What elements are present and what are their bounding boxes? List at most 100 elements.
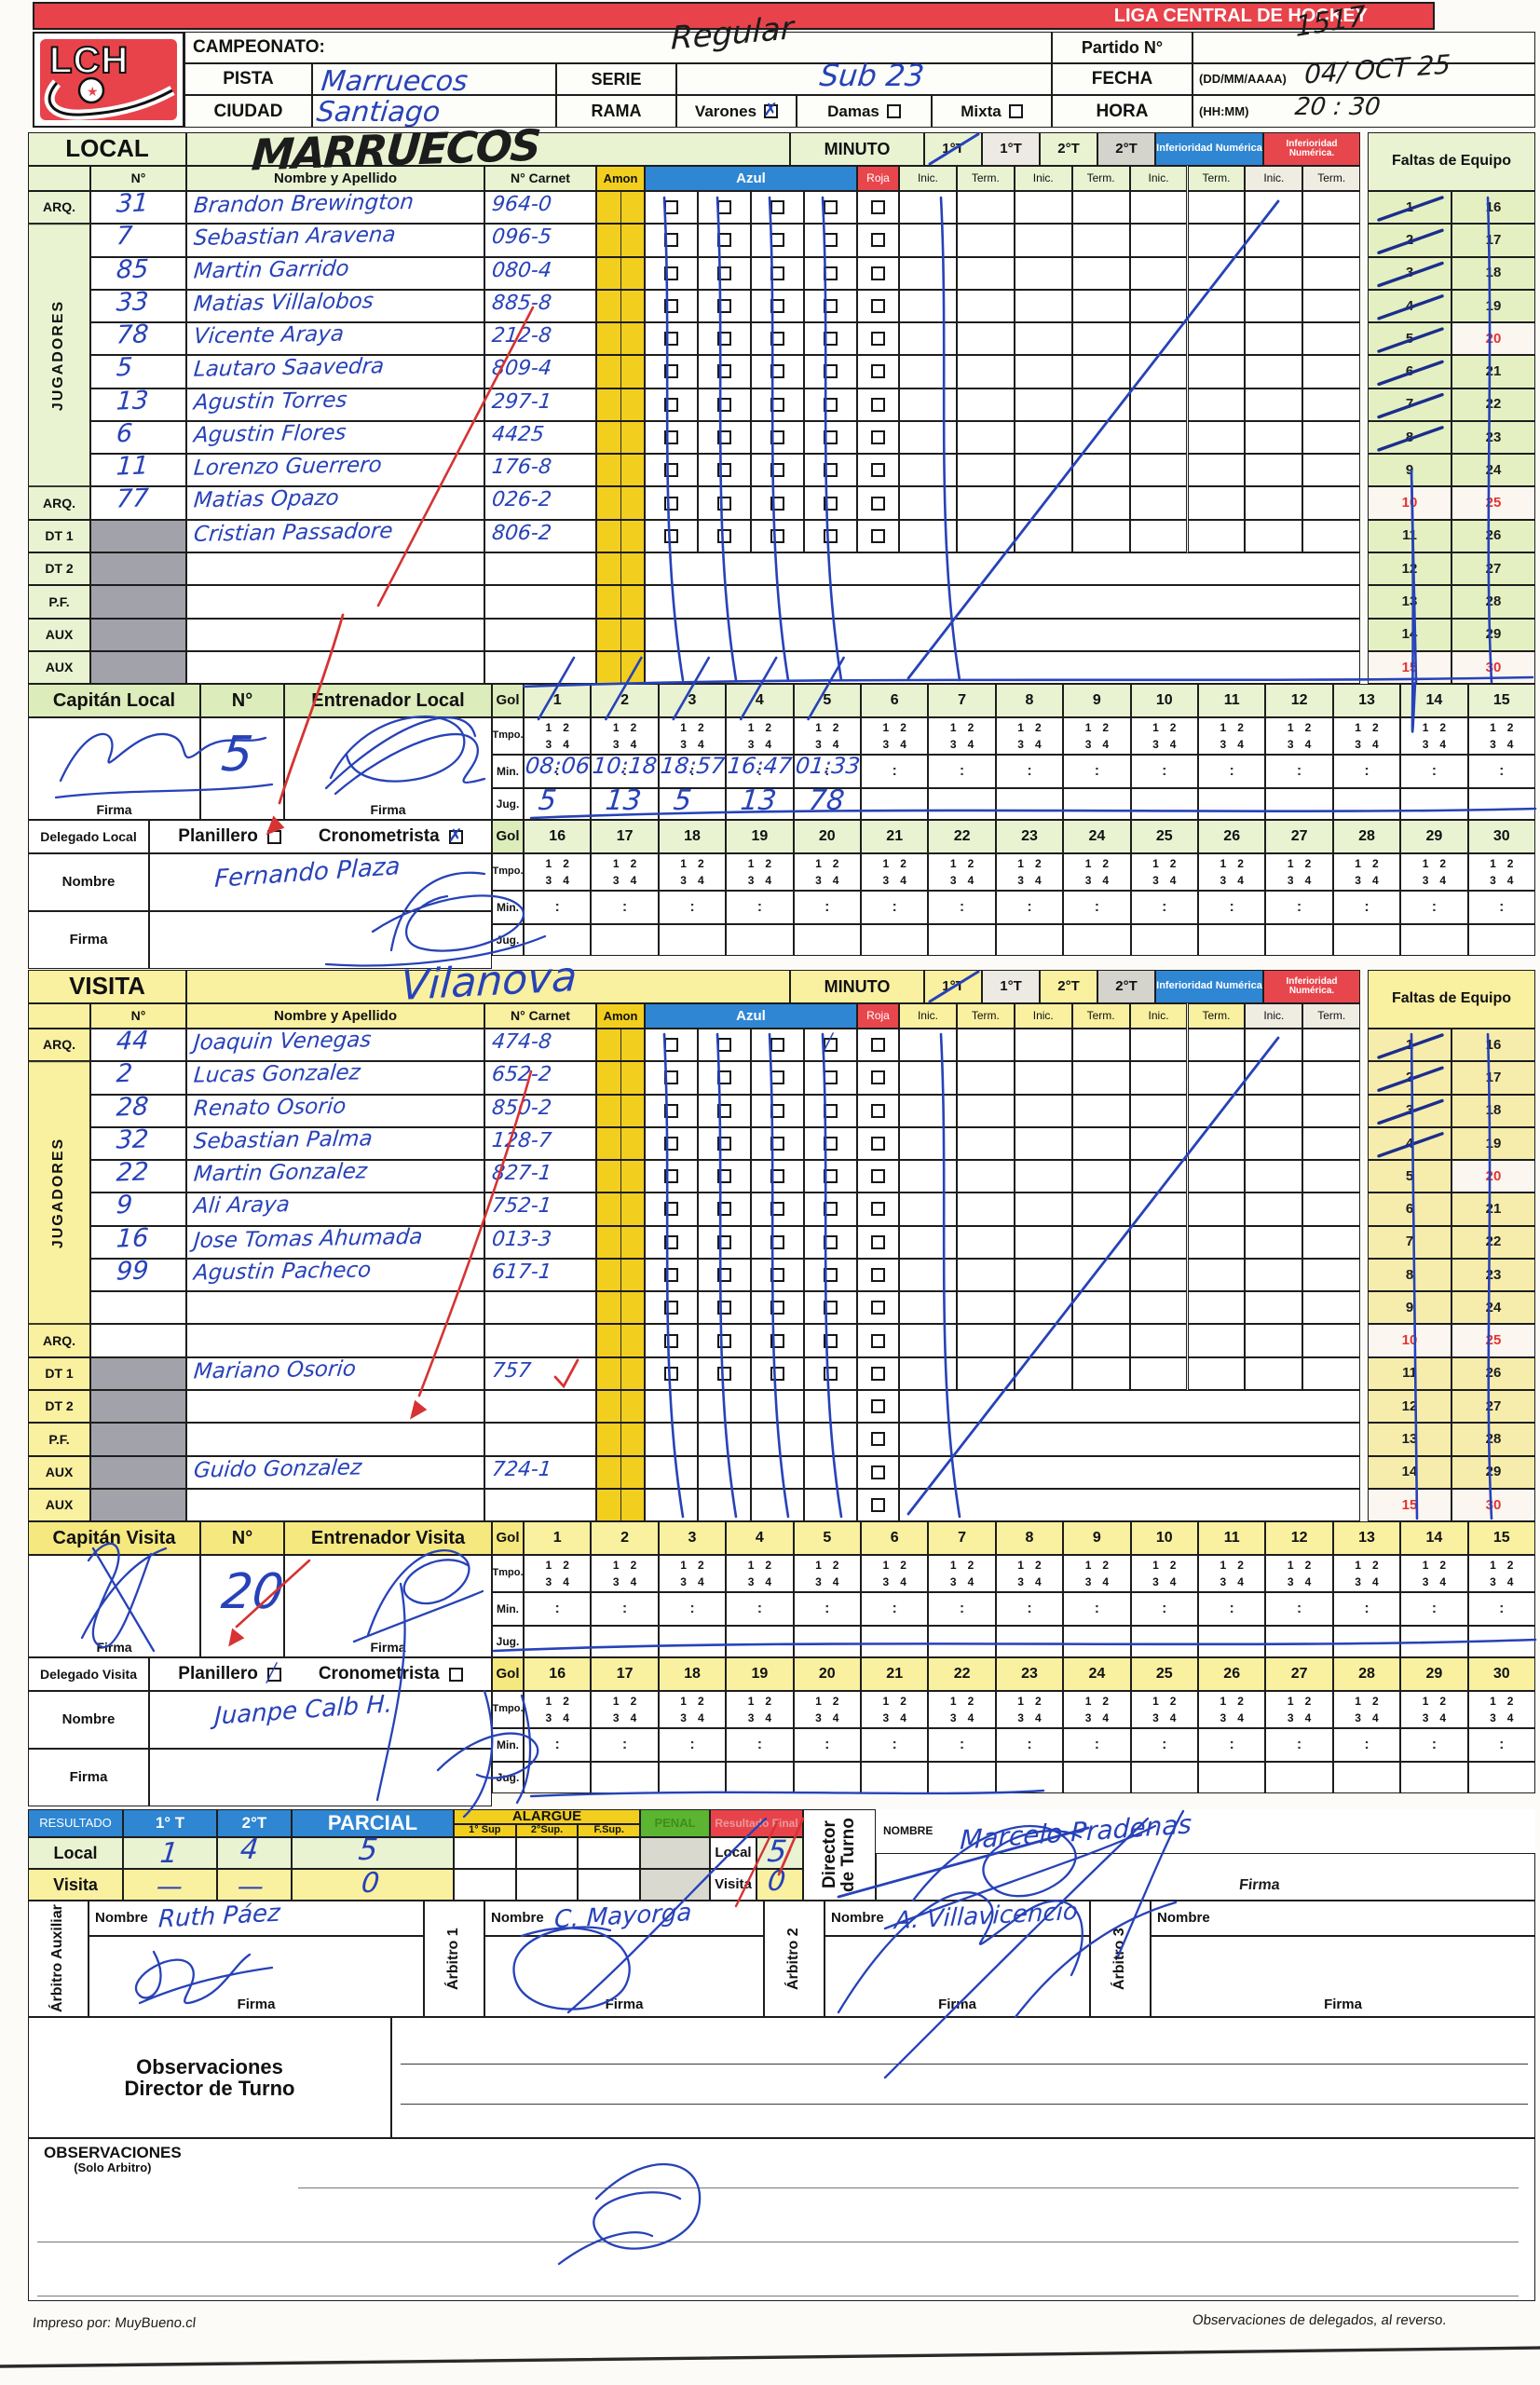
visita-min-label-2: Min. bbox=[492, 1728, 524, 1762]
local-falta-12: 12 bbox=[1368, 552, 1451, 586]
local-azul-check-cell bbox=[751, 256, 804, 290]
visita-name-cell bbox=[186, 1455, 484, 1489]
local-term-header-5: Term. bbox=[1187, 166, 1246, 191]
visita-nombre-header: Nombre y Apellido bbox=[186, 1003, 484, 1029]
visita-name-cell bbox=[186, 1488, 484, 1522]
planillero-label: Planillero bbox=[178, 1664, 258, 1684]
visita-min-label-1: Min. bbox=[492, 1592, 524, 1626]
visita-min-cell-1-9: : bbox=[1130, 1592, 1198, 1626]
local-falta-19: 19 bbox=[1451, 289, 1535, 323]
local-inferioridad-cell bbox=[1071, 256, 1130, 290]
checkbox bbox=[871, 1268, 885, 1282]
scan-edge-line bbox=[0, 2346, 1540, 2368]
visita-num-cell bbox=[90, 1094, 186, 1127]
local-inferioridad-red-label: Inferioridad Numérica. bbox=[1263, 132, 1360, 166]
local-azul-check-cell bbox=[645, 191, 698, 225]
local-azul-check-cell bbox=[751, 322, 804, 356]
local-gol-num-1-13: 14 bbox=[1400, 684, 1468, 717]
local-jug-cell-1-14 bbox=[1467, 788, 1535, 820]
visita-min-cell-1-3: : bbox=[726, 1592, 794, 1626]
local-num-cell bbox=[90, 454, 186, 487]
visita-side-label: VISITA bbox=[28, 970, 186, 1003]
local-falta-4: 4 bbox=[1368, 289, 1451, 323]
checkbox bbox=[871, 1038, 885, 1053]
visita-roja-check-cell bbox=[857, 1029, 899, 1062]
visita-num-cell bbox=[90, 1488, 186, 1522]
visita-period-0: 1°T bbox=[924, 970, 982, 1003]
visita-gol-num-1-3: 4 bbox=[726, 1521, 794, 1555]
checkbox bbox=[824, 298, 838, 313]
footer-left: Impreso por: MuyBueno.cl bbox=[32, 2315, 197, 2331]
local-min-cell-2-2: : bbox=[658, 891, 727, 924]
visita-carnet-header: N° Carnet bbox=[484, 1003, 596, 1029]
checkbox bbox=[824, 1202, 838, 1217]
obs-arbitro-area: OBSERVACIONES (Solo Arbitro) bbox=[28, 2138, 1535, 2301]
local-inferioridad-cell bbox=[956, 191, 1015, 225]
fecha-value-cell: (DD/MM/AAAA) bbox=[1192, 63, 1535, 95]
local-falta-3: 3 bbox=[1368, 256, 1451, 290]
visita-min-cell-2-7: : bbox=[995, 1728, 1064, 1762]
checkbox bbox=[770, 1070, 784, 1085]
visita-azul-check-cell bbox=[751, 1029, 804, 1062]
checkbox bbox=[717, 1333, 731, 1348]
local-inferioridad-cell bbox=[1187, 420, 1246, 455]
local-falta-7: 7 bbox=[1368, 388, 1451, 421]
local-jug-cell-2-7 bbox=[995, 924, 1064, 956]
local-min-cell-1-12: : bbox=[1332, 755, 1401, 788]
cronometrista-label: Cronometrista bbox=[318, 826, 440, 847]
visita-azul-check-cell bbox=[698, 1192, 751, 1226]
visita-falta-3: 3 bbox=[1368, 1094, 1451, 1127]
checkbox bbox=[824, 364, 838, 379]
local-minuto-label: MINUTO bbox=[790, 132, 924, 166]
local-min-cell-1-8: : bbox=[1063, 755, 1131, 788]
visita-falta-27: 27 bbox=[1451, 1389, 1535, 1424]
visita-azul-check-cell bbox=[804, 1192, 857, 1226]
visita-gol-num-1-2: 3 bbox=[658, 1521, 727, 1555]
visita-inferioridad-cell bbox=[1302, 1061, 1361, 1095]
checkbox bbox=[664, 1268, 678, 1282]
local-inferioridad-cell bbox=[899, 388, 957, 421]
visita-azul-check-cell bbox=[698, 1488, 751, 1522]
local-period-2: 2°T bbox=[1040, 132, 1097, 166]
local-carnet-cell bbox=[484, 650, 596, 685]
visita-falta-9: 9 bbox=[1368, 1291, 1451, 1325]
visita-num-cell bbox=[90, 1423, 186, 1456]
local-azul-check-cell bbox=[751, 224, 804, 257]
visita-azul-check-cell bbox=[698, 1291, 751, 1325]
visita-min-cell-2-6: : bbox=[928, 1728, 996, 1762]
local-term-header-1: Term. bbox=[956, 166, 1015, 191]
visita-gol-num-2-8: 24 bbox=[1063, 1657, 1131, 1691]
resultado-visita-label: Visita bbox=[28, 1869, 123, 1901]
visita-inferioridad-cell bbox=[1129, 1225, 1188, 1259]
local-amon-cell bbox=[596, 191, 645, 225]
checkbox bbox=[871, 1399, 885, 1414]
local-falta-26: 26 bbox=[1451, 519, 1535, 552]
visita-blank-cell bbox=[899, 1488, 1361, 1522]
local-min-label-2: Min. bbox=[492, 891, 524, 924]
local-name-cell bbox=[186, 420, 484, 455]
visita-min-cell-2-13: : bbox=[1400, 1728, 1468, 1762]
local-jug-cell-1-8 bbox=[1063, 788, 1131, 820]
visita-inferioridad-cell bbox=[1129, 1324, 1188, 1357]
local-inferioridad-cell bbox=[1245, 355, 1303, 388]
checkbox bbox=[871, 1202, 885, 1217]
visita-gol-num-2-5: 21 bbox=[861, 1657, 929, 1691]
local-falta-6: 6 bbox=[1368, 355, 1451, 388]
checkbox bbox=[871, 1497, 885, 1512]
local-tmpo-label-2: Tmpo. bbox=[492, 853, 524, 891]
visita-min-cell-2-11: : bbox=[1265, 1728, 1333, 1762]
local-num-header: N° bbox=[90, 166, 186, 191]
local-azul-check-cell bbox=[645, 420, 698, 455]
local-azul-check-cell bbox=[751, 388, 804, 421]
visita-azul-check-cell bbox=[698, 1423, 751, 1456]
visita-name-cell bbox=[186, 1258, 484, 1292]
local-gol-num-1-9: 10 bbox=[1130, 684, 1198, 717]
visita-falta-22: 22 bbox=[1451, 1225, 1535, 1259]
visita-name-cell bbox=[186, 1324, 484, 1357]
arbitro-firma-cell-0: Firma bbox=[89, 1936, 424, 2017]
local-azul-check-cell bbox=[698, 420, 751, 455]
visita-min-cell-1-2: : bbox=[658, 1592, 727, 1626]
